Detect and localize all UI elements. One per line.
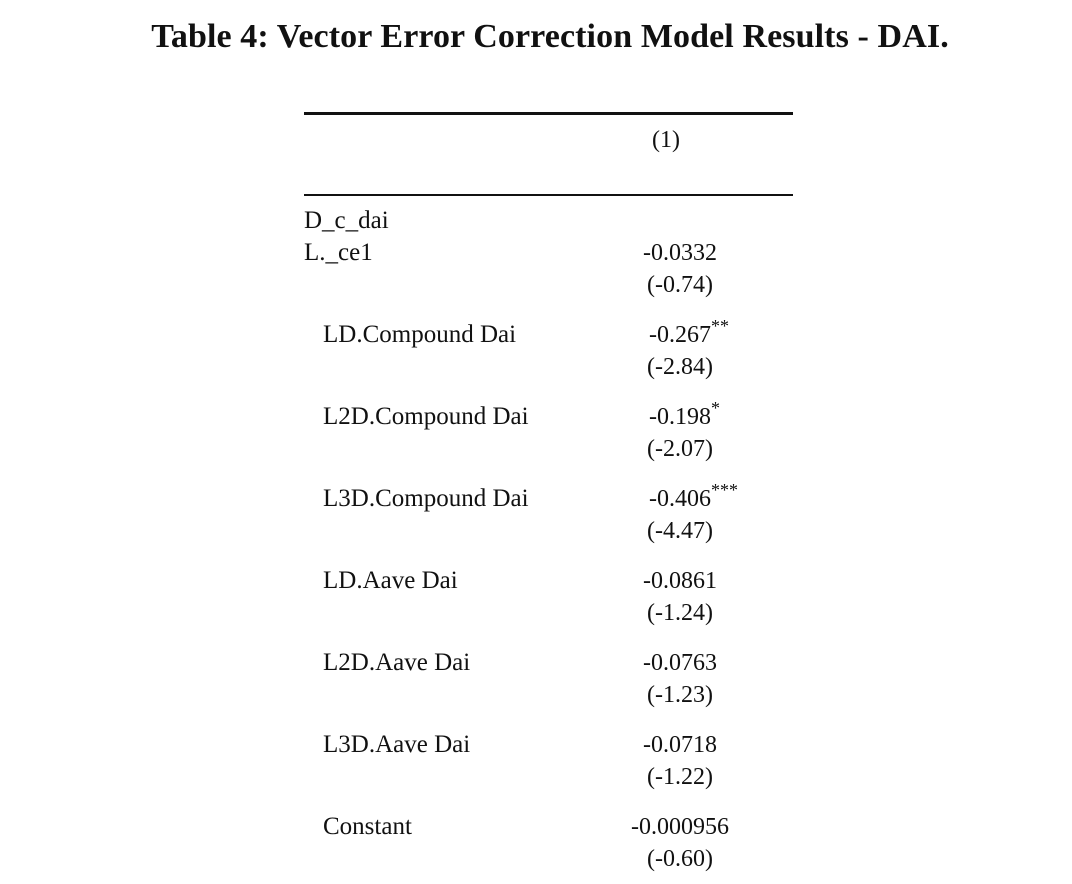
coefficient-value: -0.0332 bbox=[643, 240, 717, 266]
coefficient-value: -0.0763 bbox=[643, 650, 717, 676]
row-label: LD.Aave Dai bbox=[323, 567, 458, 594]
t-stat-value: (-2.07) bbox=[647, 436, 713, 462]
coefficient-value: -0.198 bbox=[649, 404, 711, 430]
t-stat-value: (-1.22) bbox=[647, 764, 713, 790]
row-label: LD.Compound Dai bbox=[323, 321, 517, 348]
row-label: L3D.Aave Dai bbox=[323, 731, 471, 758]
top-rule bbox=[304, 112, 793, 115]
row-label: L._ce1 bbox=[304, 239, 373, 266]
group-label: D_c_dai bbox=[304, 207, 389, 234]
t-stat-value: (-2.84) bbox=[647, 354, 713, 380]
header-rule bbox=[304, 194, 793, 196]
t-stat-value: (-4.47) bbox=[647, 518, 713, 544]
t-stat-value: (-1.23) bbox=[647, 682, 713, 708]
significance-stars: * bbox=[711, 398, 720, 418]
row-label: L3D.Compound Dai bbox=[323, 485, 529, 512]
coefficient-value: -0.000956 bbox=[631, 814, 729, 840]
table-title: Table 4: Vector Error Correction Model R… bbox=[151, 18, 949, 55]
row-label: L2D.Aave Dai bbox=[323, 649, 471, 676]
column-header-label: (1) bbox=[652, 127, 680, 153]
t-stat-value: (-0.60) bbox=[647, 846, 713, 872]
significance-stars: *** bbox=[711, 480, 738, 500]
coefficient-value: -0.267 bbox=[649, 322, 711, 348]
t-stat-value: (-0.74) bbox=[647, 272, 713, 298]
t-stat-value: (-1.24) bbox=[647, 600, 713, 626]
significance-stars: ** bbox=[711, 316, 729, 336]
coefficient-value: -0.0861 bbox=[643, 568, 717, 594]
row-label: Constant bbox=[323, 813, 412, 840]
row-label: L2D.Compound Dai bbox=[323, 403, 529, 430]
coefficient-value: -0.0718 bbox=[643, 732, 717, 758]
coefficient-value: -0.406 bbox=[649, 486, 711, 512]
